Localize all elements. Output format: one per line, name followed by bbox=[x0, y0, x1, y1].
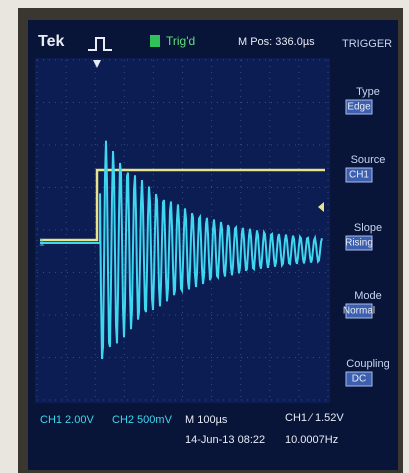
trigger-status: Trig'd bbox=[166, 34, 195, 48]
timebase: M 100µs bbox=[185, 414, 228, 426]
menu-value: Rising bbox=[345, 238, 373, 249]
oscilloscope-photo: Tek Trig'd M Pos: 336.0µs TRIGGER Type Ed… bbox=[0, 0, 409, 473]
menu-value: Edge bbox=[347, 102, 371, 113]
position: M Pos: 336.0µs bbox=[238, 36, 315, 48]
menu-label: Mode bbox=[354, 290, 382, 302]
menu-value: Normal bbox=[343, 306, 375, 317]
trigger-readout: CH1 ∕ 1.52V bbox=[285, 412, 344, 424]
menu-value: CH1 bbox=[349, 170, 369, 181]
date: 14-Jun-13 08:22 bbox=[185, 434, 265, 446]
page: {"header":{"brand":"Tek","status":"Trig'… bbox=[0, 0, 409, 473]
menu-label: Slope bbox=[354, 222, 382, 234]
ch2-scale: CH2 500mV bbox=[112, 414, 173, 426]
frequency: 10.0007Hz bbox=[285, 434, 338, 446]
ch1-scale: CH1 2.00V bbox=[40, 414, 94, 426]
menu-label: Coupling bbox=[346, 358, 389, 370]
trig-indicator bbox=[150, 35, 160, 47]
menu-label: Type bbox=[356, 86, 380, 98]
menu-value: DC bbox=[352, 374, 366, 385]
ch1-ground-marker: 1 bbox=[39, 238, 45, 249]
brand: Tek bbox=[38, 33, 64, 50]
menu-label: Source bbox=[351, 154, 386, 166]
menu-title: TRIGGER bbox=[342, 38, 392, 50]
